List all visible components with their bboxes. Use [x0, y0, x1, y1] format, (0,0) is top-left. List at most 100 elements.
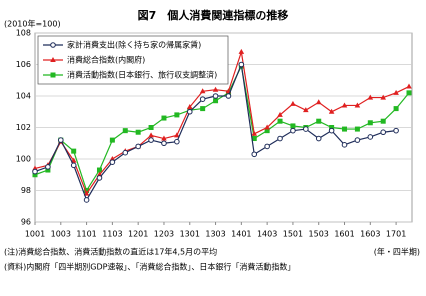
- point: [303, 126, 309, 132]
- point: [238, 61, 245, 68]
- point: [393, 106, 399, 112]
- point: [393, 89, 399, 95]
- point: [83, 190, 90, 196]
- y-tick-label: 108: [16, 29, 31, 38]
- y-tick-label: 102: [16, 123, 31, 132]
- point: [264, 124, 270, 130]
- point: [109, 137, 115, 143]
- point: [135, 129, 141, 135]
- point: [290, 127, 296, 134]
- point: [200, 106, 206, 112]
- x-tick-label: 1201: [128, 230, 148, 239]
- x-tick-label: 1303: [205, 230, 225, 239]
- point: [174, 112, 180, 118]
- point: [161, 140, 167, 147]
- point: [71, 148, 77, 154]
- point: [45, 167, 51, 173]
- point: [367, 120, 373, 126]
- point: [393, 127, 399, 134]
- point: [264, 143, 270, 150]
- point: [315, 135, 322, 142]
- chart-title: 図7 個人消費関連指標の推移: [138, 8, 289, 22]
- legend-label: 家計消費支出(除く持ち家の帰属家賃): [67, 40, 201, 50]
- point: [341, 102, 348, 108]
- point: [354, 102, 361, 108]
- point: [225, 93, 232, 99]
- source: (資料)内閣府「四半期別GDP速報」、「消費総合指数」、日本銀行「消費活動指数」: [4, 262, 295, 272]
- point: [406, 90, 412, 96]
- x-tick-label: 1001: [25, 230, 45, 239]
- series: [32, 61, 399, 203]
- point: [174, 132, 180, 138]
- point: [328, 108, 335, 114]
- point: [277, 118, 283, 124]
- point: [329, 125, 335, 130]
- point: [57, 137, 64, 143]
- point: [96, 167, 102, 173]
- point: [303, 107, 309, 113]
- point: [316, 118, 322, 124]
- point: [251, 136, 257, 142]
- x-tick-label: 1401: [231, 230, 251, 239]
- point: [199, 96, 206, 102]
- point: [406, 83, 412, 89]
- point: [380, 94, 387, 100]
- x-tick-label: 1203: [154, 230, 174, 239]
- legend-marker: [50, 42, 56, 48]
- x-tick-label: 1601: [334, 230, 354, 239]
- y-tick-label: 106: [16, 60, 31, 69]
- point: [70, 162, 77, 169]
- point: [367, 94, 374, 100]
- x-tick-label: 1103: [102, 230, 122, 239]
- legend-label: 消費活動指数(日本銀行、旅行収支調整済): [67, 70, 217, 80]
- point: [161, 115, 167, 121]
- series: [32, 63, 412, 193]
- point: [45, 164, 51, 170]
- x-tick-label: 1101: [76, 230, 96, 239]
- point: [122, 128, 128, 134]
- legend-box: [37, 35, 229, 85]
- point: [186, 108, 193, 115]
- point: [251, 130, 258, 136]
- point: [380, 129, 387, 136]
- point: [148, 125, 154, 130]
- point: [354, 137, 361, 143]
- x-tick-label: 1003: [51, 230, 71, 239]
- point: [161, 135, 167, 141]
- point: [96, 175, 103, 181]
- point: [212, 93, 219, 99]
- y-tick-label: 104: [16, 92, 31, 101]
- x-tick-label: 1503: [309, 230, 329, 239]
- y-tick-label: 98: [21, 186, 31, 195]
- point: [315, 99, 322, 105]
- x-tick-label: 1301: [180, 230, 200, 239]
- point: [148, 137, 154, 143]
- legend-marker: [50, 72, 56, 78]
- point: [174, 138, 180, 145]
- point: [290, 100, 296, 106]
- point: [342, 126, 348, 132]
- y-axis-label: (2010年=100): [4, 19, 61, 29]
- point: [186, 104, 193, 110]
- point: [213, 98, 219, 104]
- point: [148, 132, 154, 138]
- y-tick-label: 96: [21, 218, 31, 227]
- point: [328, 127, 335, 134]
- note: (注)消費総合指数、消費活動指数の直近は17年4,5月の平均: [4, 247, 217, 257]
- point: [135, 143, 141, 150]
- point: [251, 151, 258, 158]
- point: [199, 88, 206, 94]
- point: [264, 128, 270, 134]
- point: [84, 188, 90, 193]
- point: [109, 159, 116, 165]
- x-tick-label: 1603: [360, 230, 380, 239]
- point: [212, 86, 219, 92]
- legend-marker: [50, 57, 56, 62]
- x-tick-label: 1701: [386, 230, 406, 239]
- point: [367, 134, 374, 140]
- point: [354, 126, 360, 132]
- point: [290, 123, 296, 129]
- point: [32, 168, 38, 175]
